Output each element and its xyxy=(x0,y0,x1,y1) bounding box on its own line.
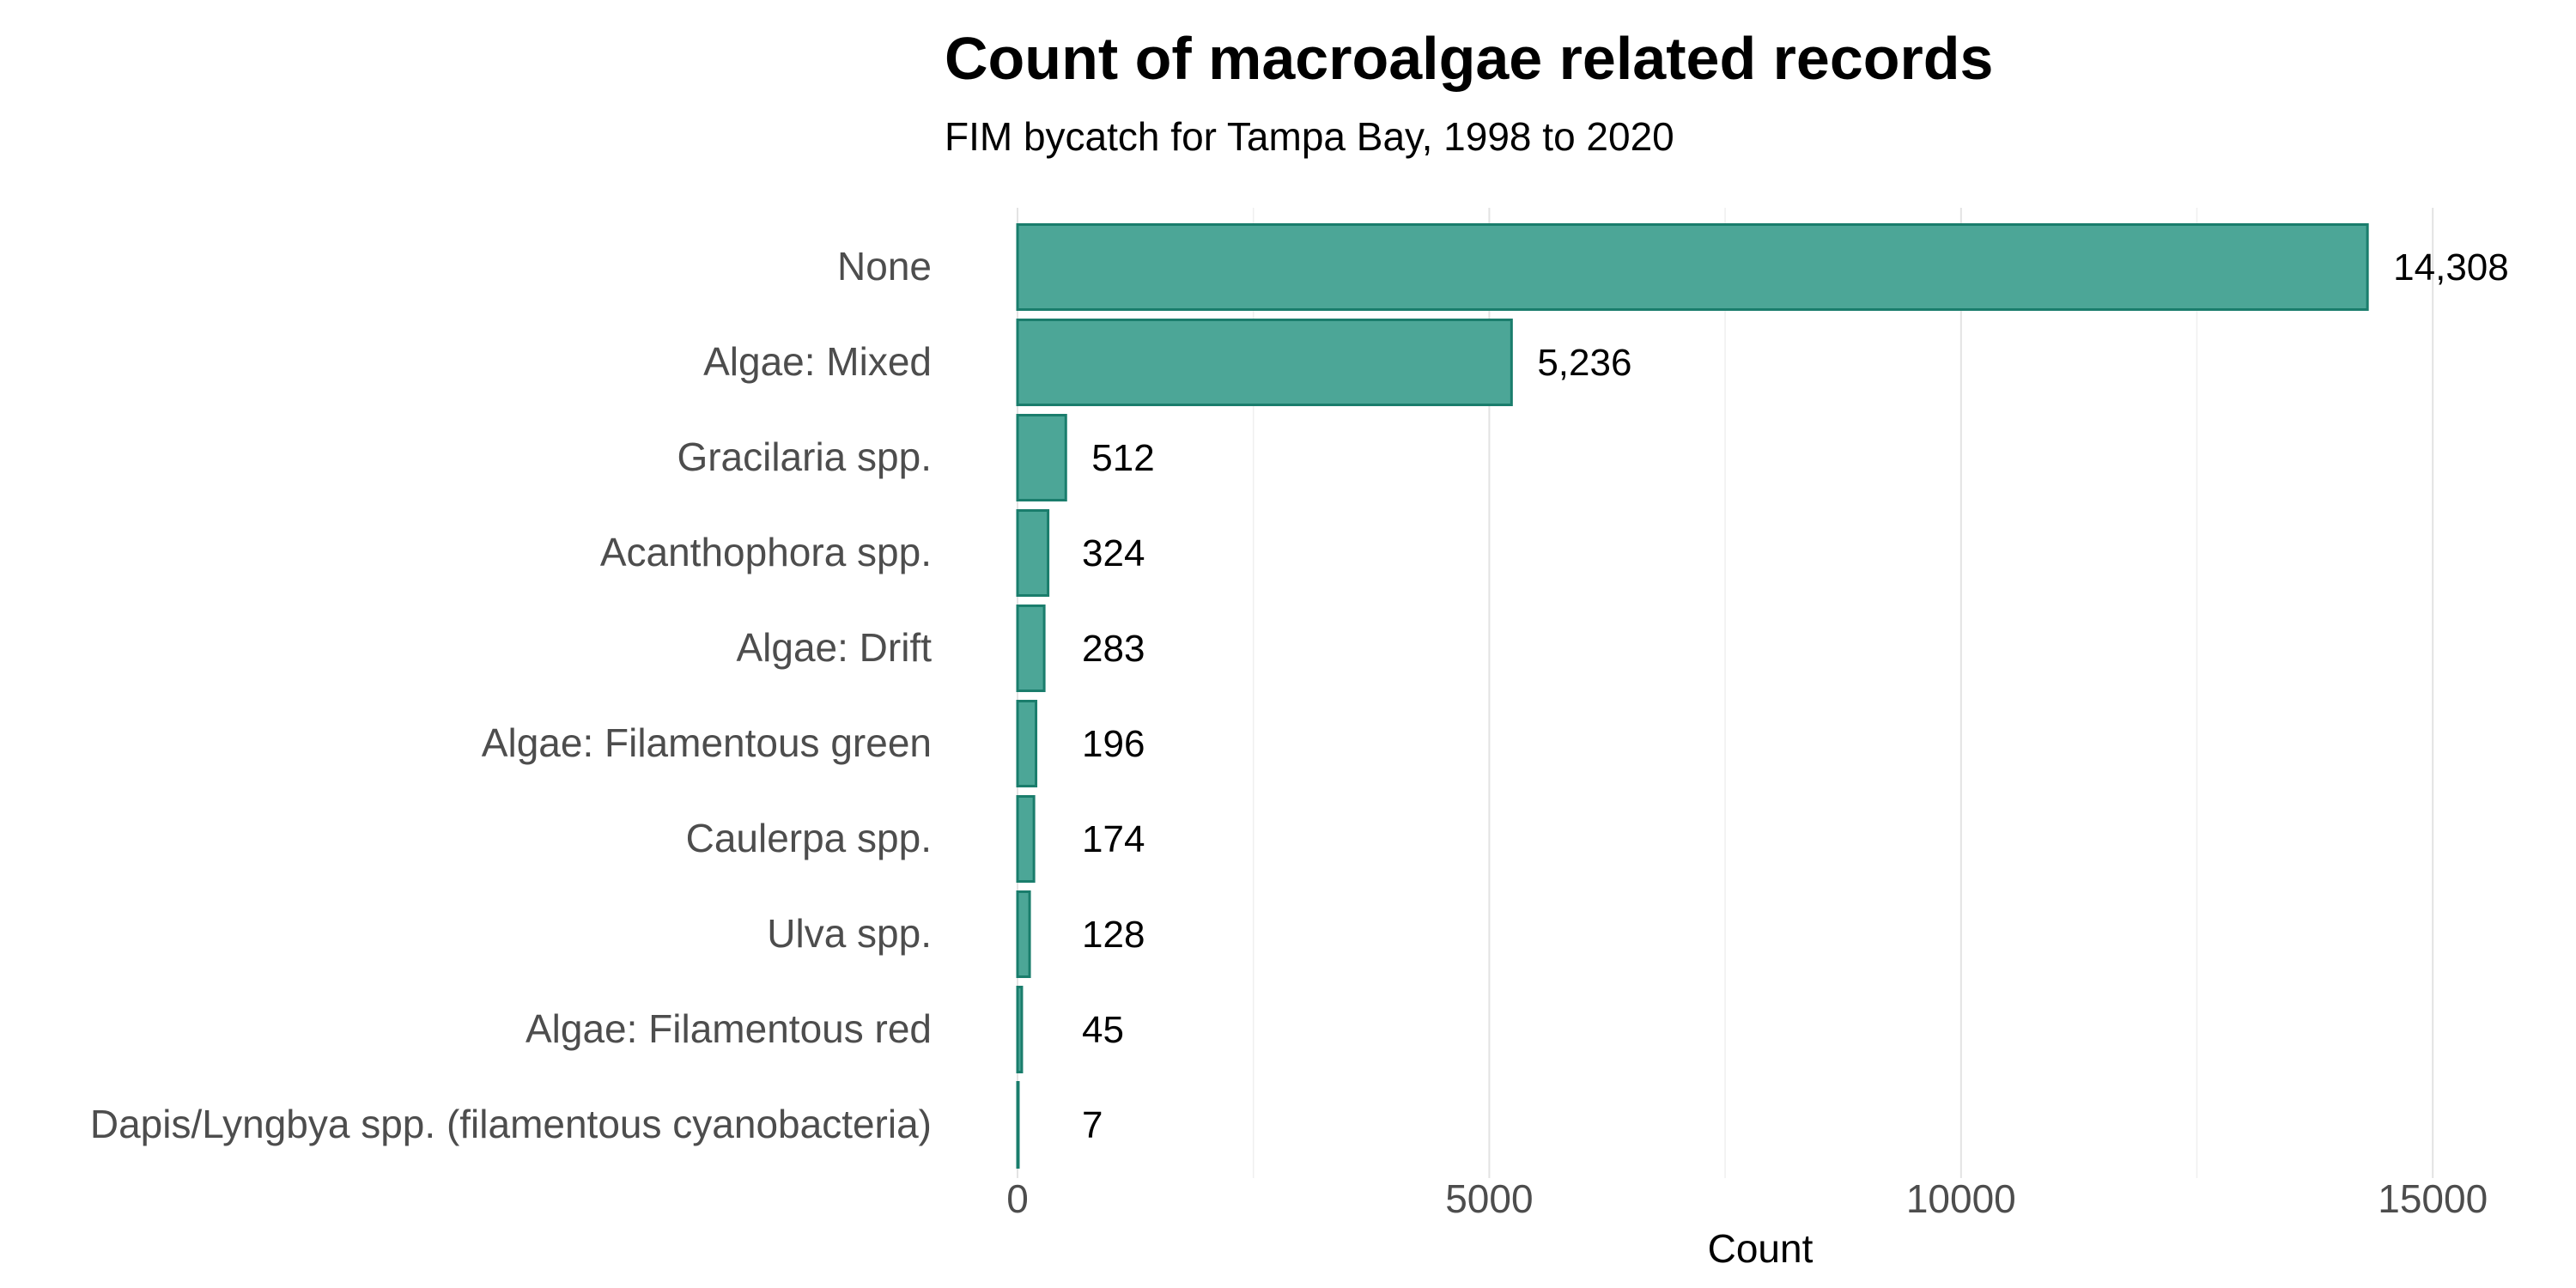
bar xyxy=(1016,414,1067,501)
category-label: Dapis/Lyngbya spp. (filamentous cyanobac… xyxy=(90,1102,932,1146)
bar xyxy=(1016,795,1036,883)
x-tick-label: 10000 xyxy=(1906,1176,2016,1221)
data-label: 14,308 xyxy=(2393,246,2509,289)
data-labels: 14,308 5,236 512 324 283 196 174 128 45 7 xyxy=(1082,246,2509,1146)
bar xyxy=(1016,509,1050,597)
bar xyxy=(1016,700,1038,787)
category-labels: None Algae: Mixed Gracilaria spp. Acanthoph… xyxy=(90,244,932,1146)
category-label: Algae: Filamentous green xyxy=(482,720,932,765)
bar xyxy=(1016,890,1031,978)
data-label: 5,236 xyxy=(1537,342,1631,384)
chart-subtitle: FIM bycatch for Tampa Bay, 1998 to 2020 xyxy=(945,114,1674,159)
category-label: None xyxy=(837,244,932,289)
x-axis-ticks: 0 5000 10000 15000 xyxy=(1006,1176,2488,1221)
category-label: Algae: Drift xyxy=(736,625,932,670)
bars xyxy=(1016,223,2369,1169)
x-axis-title: Count xyxy=(1708,1226,1814,1271)
category-label: Algae: Filamentous red xyxy=(526,1006,932,1051)
x-tick-label: 15000 xyxy=(2378,1176,2488,1221)
category-label: Algae: Mixed xyxy=(703,339,932,384)
data-label: 45 xyxy=(1082,1009,1124,1051)
category-label: Gracilaria spp. xyxy=(677,434,932,479)
data-label: 283 xyxy=(1082,628,1145,670)
category-label: Caulerpa spp. xyxy=(686,816,932,860)
bar xyxy=(1016,605,1046,692)
data-label: 7 xyxy=(1082,1104,1103,1146)
bar xyxy=(1016,986,1024,1073)
data-label: 512 xyxy=(1091,437,1154,479)
chart-title: Count of macroalgae related records xyxy=(945,25,1993,92)
x-tick-label: 5000 xyxy=(1445,1176,1533,1221)
data-label: 128 xyxy=(1082,914,1145,956)
category-label: Acanthophora spp. xyxy=(600,530,932,574)
data-label: 324 xyxy=(1082,532,1145,574)
bar xyxy=(1016,319,1513,406)
data-label: 196 xyxy=(1082,723,1145,765)
data-label: 174 xyxy=(1082,818,1145,860)
category-label: Ulva spp. xyxy=(767,911,932,956)
x-tick-label: 0 xyxy=(1006,1176,1029,1221)
bar xyxy=(1016,223,2369,311)
